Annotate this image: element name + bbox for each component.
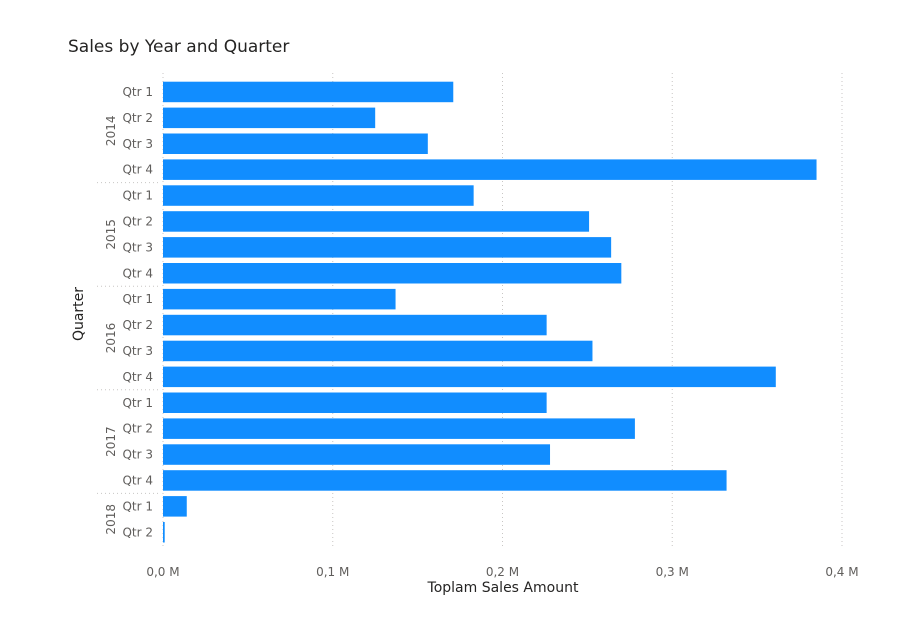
quarter-label: Qtr 4 — [122, 266, 153, 280]
quarter-label: Qtr 3 — [122, 448, 153, 462]
bar[interactable] — [163, 133, 428, 155]
year-label: 2015 — [104, 219, 118, 250]
x-tick-label: 0,1 M — [316, 565, 349, 579]
bars — [163, 81, 817, 543]
quarter-label: Qtr 2 — [122, 422, 153, 436]
quarter-label: Qtr 3 — [122, 137, 153, 151]
quarter-label: Qtr 2 — [122, 214, 153, 228]
chart-title: Sales by Year and Quarter — [68, 37, 289, 57]
quarter-label: Qtr 4 — [122, 163, 153, 177]
quarter-label: Qtr 1 — [122, 499, 153, 513]
x-tick-label: 0,3 M — [656, 565, 689, 579]
quarter-label: Qtr 4 — [122, 473, 153, 487]
bar[interactable] — [163, 444, 551, 465]
bar[interactable] — [163, 366, 776, 388]
bar[interactable] — [163, 107, 376, 129]
y-axis-title: Quarter — [71, 287, 87, 341]
bar[interactable] — [163, 159, 817, 180]
bar[interactable] — [163, 392, 547, 414]
bar[interactable] — [163, 496, 187, 517]
bar[interactable] — [163, 81, 454, 103]
quarter-label: Qtr 1 — [122, 189, 153, 203]
quarter-label: Qtr 4 — [122, 370, 153, 384]
year-label: 2017 — [104, 426, 118, 457]
bar[interactable] — [163, 237, 612, 258]
quarter-label: Qtr 1 — [122, 396, 153, 410]
bar[interactable] — [163, 314, 547, 336]
quarter-label: Qtr 2 — [122, 525, 153, 539]
year-label: 2016 — [104, 323, 118, 354]
bar[interactable] — [163, 185, 474, 206]
x-tick-label: 0,2 M — [486, 565, 519, 579]
quarter-label: Qtr 2 — [122, 111, 153, 125]
x-tick-labels: 0,0 M 0,1 M 0,2 M 0,3 M 0,4 M — [146, 565, 858, 579]
bar[interactable] — [163, 418, 635, 439]
x-axis-title: Toplam Sales Amount — [427, 580, 579, 596]
bar[interactable] — [163, 340, 593, 362]
quarter-label: Qtr 3 — [122, 240, 153, 254]
bar[interactable] — [163, 263, 622, 284]
quarter-label: Qtr 2 — [122, 318, 153, 332]
category-labels: Qtr 1 Qtr 2 Qtr 3 Qtr 4 Qtr 1 Qtr 2 Qtr 3 Qtr 4… — [122, 85, 153, 539]
quarter-label: Qtr 1 — [122, 85, 153, 99]
year-label: 2014 — [104, 116, 118, 147]
quarter-label: Qtr 3 — [122, 344, 153, 358]
bar[interactable] — [163, 211, 590, 232]
x-tick-label: 0,4 M — [825, 565, 858, 579]
x-tick-label: 0,0 M — [146, 565, 179, 579]
quarter-label: Qtr 1 — [122, 292, 153, 306]
year-label: 2018 — [104, 504, 118, 535]
year-labels: 2014 2015 2016 2017 2018 — [97, 116, 160, 535]
bar[interactable] — [163, 522, 165, 543]
bar[interactable] — [163, 288, 396, 310]
bar[interactable] — [163, 470, 727, 491]
